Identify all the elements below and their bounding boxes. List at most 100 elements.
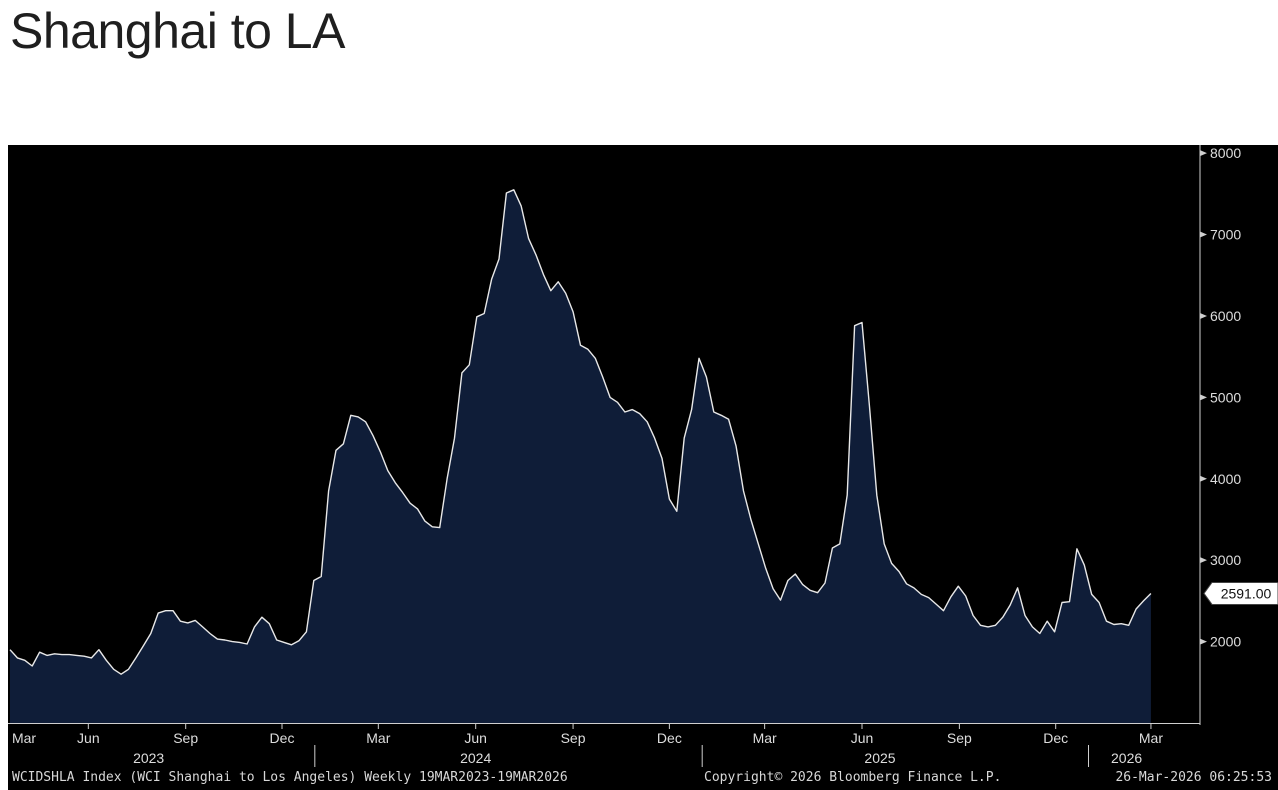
data-point [410,503,411,504]
data-point [335,450,336,451]
data-point [209,633,210,634]
y-tick-label: 3000 [1210,552,1241,568]
data-point [780,600,781,601]
data-point [928,597,929,598]
data-point [899,571,900,572]
x-tick-label: Jun [851,730,874,746]
y-tick [1200,312,1207,319]
data-point [698,358,699,359]
x-tick-label: Dec [657,730,682,746]
last-value-label: 2591.00 [1221,585,1272,601]
data-point [372,435,373,436]
data-point [795,573,796,574]
data-point [476,316,477,317]
data-point [624,411,625,412]
data-point [17,657,18,658]
data-point [987,626,988,627]
data-point [595,358,596,359]
data-point [1069,601,1070,602]
data-point [543,274,544,275]
data-point [291,644,292,645]
data-point [602,376,603,377]
last-value-box [1203,581,1278,605]
data-point [832,547,833,548]
y-tick [1200,231,1207,238]
data-point [802,584,803,585]
data-point [180,621,181,622]
data-point [1121,623,1122,624]
data-point [743,490,744,491]
data-point [321,576,322,577]
data-point [787,580,788,581]
data-point [276,639,277,640]
data-point [54,653,55,654]
year-label: 2024 [460,750,491,766]
data-point [306,631,307,632]
data-point [121,674,122,675]
data-point [847,495,848,496]
data-point [128,669,129,670]
data-point [158,613,159,614]
x-tick-label: Mar [1139,730,1163,746]
timestamp: 26-Mar-2026 06:25:53 [1115,770,1272,785]
data-point [1150,593,1151,594]
data-point [98,649,99,650]
data-point [1024,615,1025,616]
data-point [1002,617,1003,618]
data-point [610,397,611,398]
data-point [135,657,136,658]
data-point [298,640,299,641]
data-point [521,206,522,207]
data-point [106,660,107,661]
data-point [639,413,640,414]
x-tick-label: Mar [12,730,36,746]
data-point [350,415,351,416]
data-point [965,595,966,596]
data-point [439,527,440,528]
x-tick-label: Jun [464,730,487,746]
x-tick-label: Dec [270,730,295,746]
y-tick [1200,475,1207,482]
y-tick-label: 6000 [1210,308,1241,324]
data-point [824,582,825,583]
data-point [661,458,662,459]
data-point [284,642,285,643]
data-point [676,511,677,512]
y-tick-label: 4000 [1210,471,1241,487]
data-point [713,411,714,412]
data-point [1017,587,1018,588]
y-tick-label: 7000 [1210,227,1241,243]
data-point [395,482,396,483]
data-point [876,495,877,496]
copyright-text: Copyright© 2026 Bloomberg Finance L.P. [704,770,1002,785]
data-point [32,665,33,666]
data-point [587,349,588,350]
data-point [239,642,240,643]
y-tick [1200,150,1207,157]
data-point [424,521,425,522]
data-point [261,617,262,618]
data-point [9,649,10,650]
x-tick-label: Sep [173,730,198,746]
data-point [669,499,670,500]
data-point [172,610,173,611]
data-point [1076,548,1077,549]
data-point [906,583,907,584]
data-point [580,345,581,346]
year-label: 2025 [864,750,895,766]
year-label: 2023 [133,750,164,766]
data-point [343,443,344,444]
y-tick [1200,638,1207,645]
data-point [913,587,914,588]
chart: 2000 3000 4000 5000 6000 7000 8000 Mar Jun Sep Dec… [8,145,1278,767]
data-point [736,446,737,447]
area-layer [9,189,1152,724]
data-point [1091,594,1092,595]
data-point [24,660,25,661]
data-point [202,626,203,627]
data-point [91,657,92,658]
data-point [728,419,729,420]
data-point [706,376,707,377]
data-point [454,438,455,439]
data-point [1039,633,1040,634]
